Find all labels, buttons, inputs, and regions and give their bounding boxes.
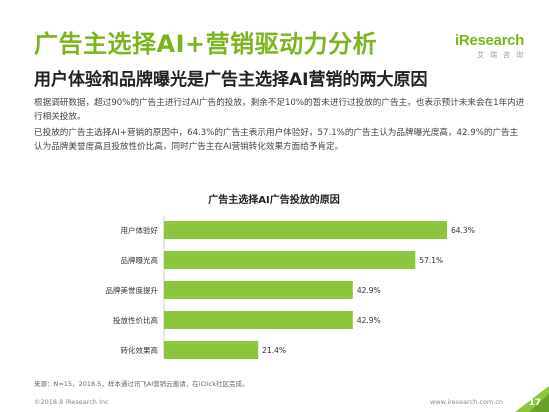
category-label: 用户体验好 [121, 225, 159, 235]
page-corner-decoration [515, 386, 549, 412]
bar [164, 311, 353, 329]
bar [164, 341, 259, 359]
website-text: www.iresearch.com.cn [429, 398, 503, 406]
value-label: 21.4% [262, 346, 286, 355]
value-label: 57.1% [419, 256, 443, 265]
footer: ©2018.8 iResearch Inc www.iresearch.com.… [0, 393, 549, 412]
page-title: 广告主选择AI+营销驱动力分析 [34, 30, 378, 58]
bar [164, 221, 447, 239]
summary-paragraph-2: 已投放的广告主选择AI+营销的原因中，64.3%的广告主表示用户体验好，57.1… [34, 128, 519, 152]
bar-chart: 广告主选择AI广告投放的原因 用户体验好 64.3% 品牌曝光高 57.1% 品牌美誉度… [106, 193, 475, 359]
category-label: 品牌美誉度提升 [106, 285, 159, 295]
category-label: 转化效果高 [121, 345, 159, 355]
logo-subtitle: 艾瑞咨询 [477, 51, 529, 59]
page-subtitle: 用户体验和品牌曝光是广告主选择AI营销的两大原因 [34, 70, 428, 90]
chart-title: 广告主选择AI广告投放的原因 [208, 193, 339, 206]
page-number: 17 [528, 398, 541, 408]
value-label: 64.3% [451, 226, 475, 235]
category-label: 品牌曝光高 [121, 255, 159, 265]
bar [164, 281, 353, 299]
value-label: 42.9% [357, 286, 381, 295]
summary-paragraph-1: 根据调研数据，超过90%的广告主进行过AI广告的投放，剩余不足10%的暂未进行过… [34, 98, 525, 122]
copyright-text: ©2018.8 iResearch Inc [34, 398, 109, 406]
category-label: 投放性价比高 [113, 315, 158, 325]
value-label: 42.9% [357, 316, 381, 325]
logo-wordmark: iResearch [455, 32, 525, 49]
iresearch-logo: iResearch 艾瑞咨询 [455, 32, 525, 60]
source-note: 来源：N=15，2018.5，样本通过讯飞AI营销云邀请，在iClick社区完成… [34, 380, 249, 388]
chart-container: 广告主选择AI广告投放的原因 用户体验好 64.3% 品牌曝光高 57.1% 品牌美誉度… [0, 186, 549, 376]
bar [164, 251, 416, 269]
